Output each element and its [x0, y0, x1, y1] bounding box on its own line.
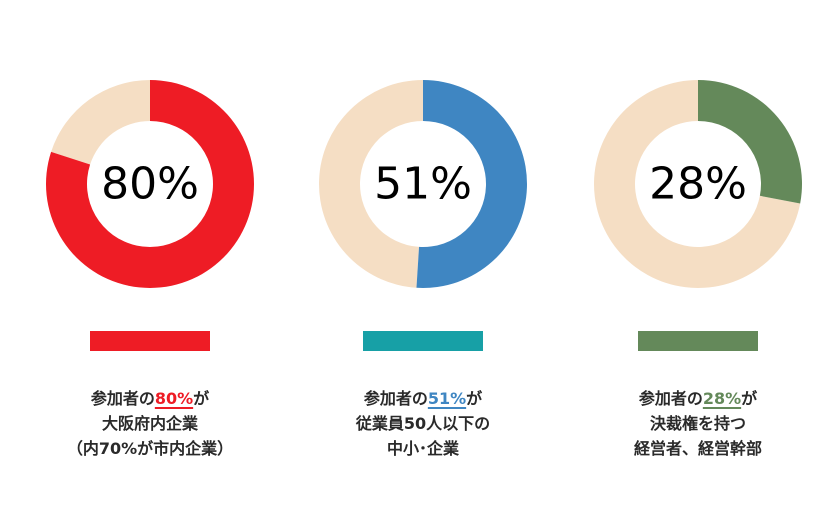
caption-2-line-3: 中小･企業: [386, 439, 459, 458]
donut-center-label-1: 80%: [101, 159, 199, 210]
caption-1-line-2: 大阪府内企業: [101, 414, 198, 433]
caption-2-prefix: 参加者の: [363, 389, 428, 408]
caption-2-line-1: 参加者の51%が: [303, 386, 543, 411]
chart-panel-3: 28% 参加者の28%が 決裁権を持つ 経営者、経営幹部: [578, 0, 818, 509]
caption-2-highlight: 51%: [427, 389, 467, 408]
caption-3-prefix: 参加者の: [638, 389, 703, 408]
caption-3-line-1: 参加者の28%が: [578, 386, 818, 411]
caption-1-highlight: 80%: [154, 389, 194, 408]
chart-panel-1: 80% 参加者の80%が 大阪府内企業 （内70%が市内企業）: [30, 0, 270, 509]
caption-1: 参加者の80%が 大阪府内企業 （内70%が市内企業）: [30, 386, 270, 461]
caption-1-prefix: 参加者の: [90, 389, 155, 408]
caption-1-line-3: （内70%が市内企業）: [66, 439, 234, 458]
donut-chart-3: 28%: [588, 74, 808, 294]
donut-remainder-slice-2: [318, 80, 423, 288]
donut-svg-1: 80%: [45, 80, 255, 288]
legend-bar-1: [90, 331, 210, 351]
caption-3-suffix: が: [741, 389, 758, 408]
caption-2-suffix: が: [466, 389, 483, 408]
donut-value-slice-3: [698, 80, 802, 204]
chart-panel-2: 51% 参加者の51%が 従業員50人以下の 中小･企業: [303, 0, 543, 509]
legend-bar-3: [638, 331, 758, 351]
donut-svg-3: 28%: [594, 80, 802, 288]
caption-3-highlight: 28%: [702, 389, 742, 408]
donut-chart-2: 51%: [313, 74, 533, 294]
donut-value-slice-2: [416, 80, 527, 288]
donut-remainder-slice-1: [51, 80, 151, 165]
caption-1-suffix: が: [193, 389, 210, 408]
donut-center-label-3: 28%: [649, 159, 747, 210]
donut-center-label-2: 51%: [374, 159, 472, 210]
donut-value-slice-1: [45, 80, 255, 288]
caption-3-line-2: 決裁権を持つ: [649, 414, 746, 433]
donut-remainder-slice-3: [594, 80, 801, 288]
caption-3: 参加者の28%が 決裁権を持つ 経営者、経営幹部: [578, 386, 818, 461]
donut-svg-2: 51%: [318, 80, 527, 288]
caption-3-line-3: 経営者、経営幹部: [633, 439, 762, 458]
caption-2-line-2: 従業員50人以下の: [355, 414, 491, 433]
caption-2: 参加者の51%が 従業員50人以下の 中小･企業: [303, 386, 543, 461]
caption-1-line-1: 参加者の80%が: [30, 386, 270, 411]
legend-bar-2: [363, 331, 483, 351]
donut-chart-1: 80%: [40, 74, 260, 294]
